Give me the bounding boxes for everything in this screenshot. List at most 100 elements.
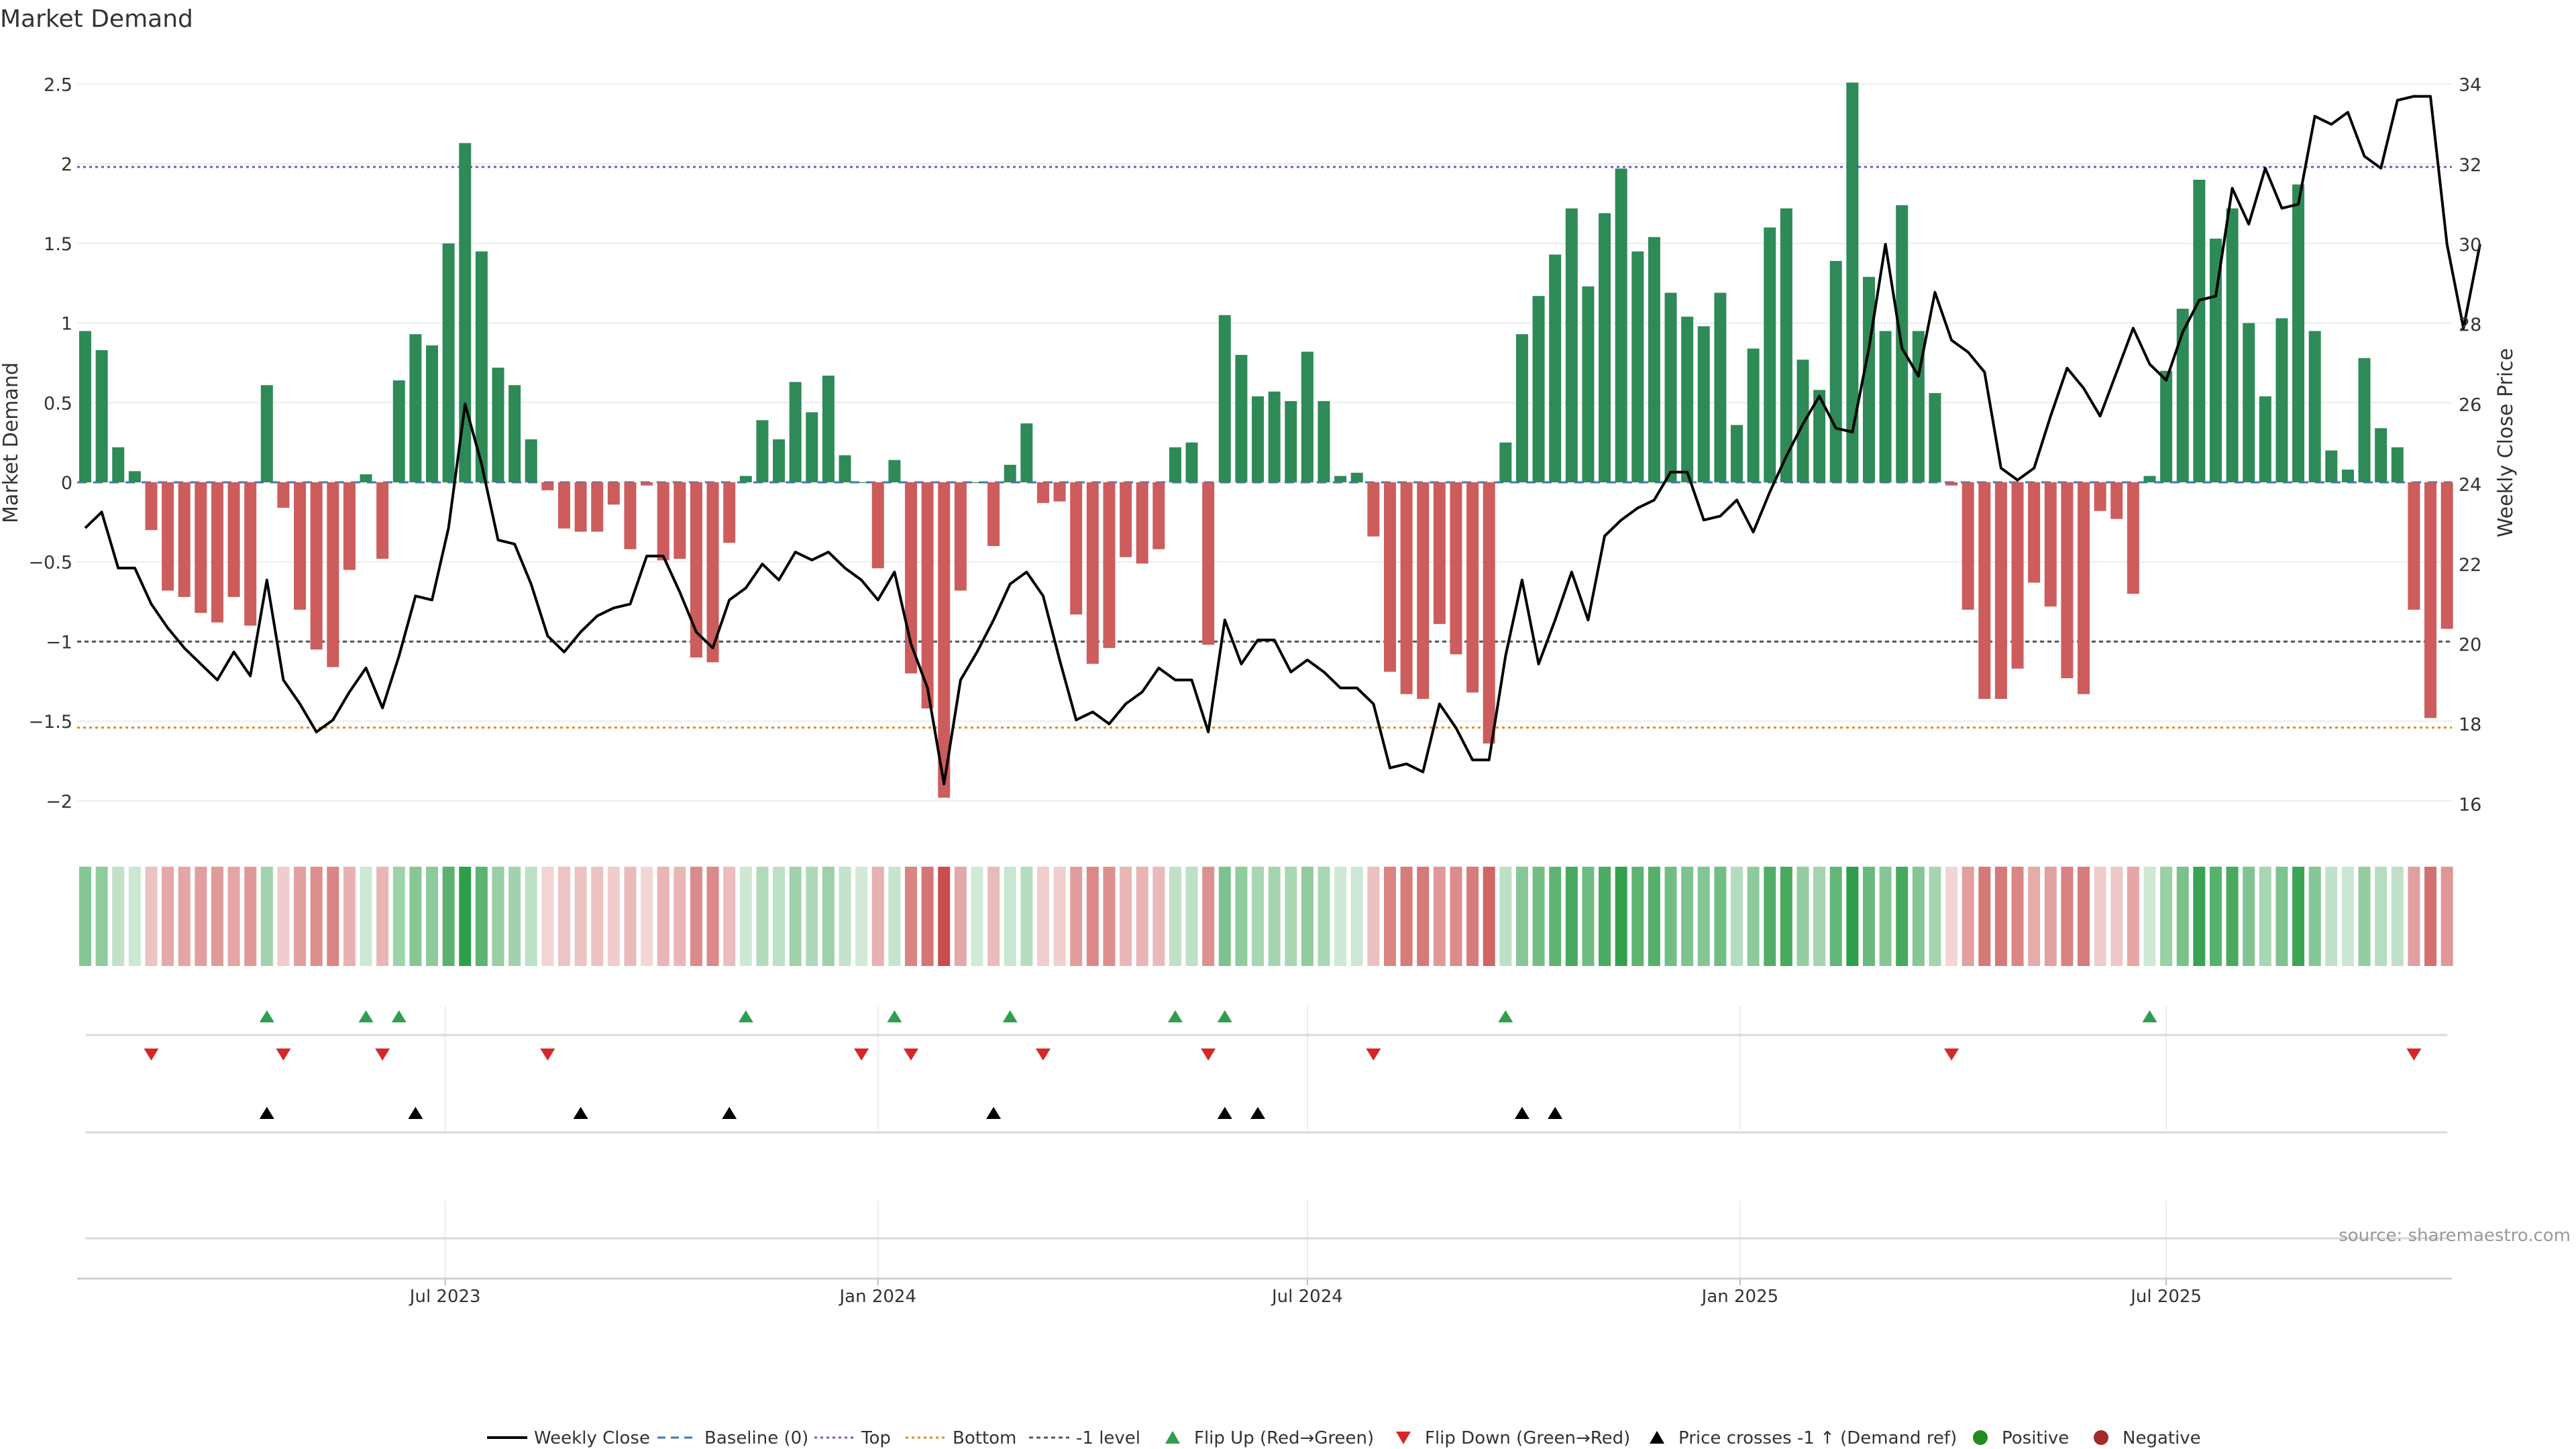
legend-label: Price crosses -1 ↑ (Demand ref) [1678, 1428, 1957, 1448]
demand-bar [2275, 318, 2288, 482]
heat-cell [839, 867, 851, 966]
heat-cell [1764, 867, 1776, 966]
demand-bar [987, 482, 1000, 546]
source-note: source: sharemaestro.com [2339, 1226, 2571, 1246]
heat-cell [690, 867, 702, 966]
legend-label: Flip Up (Red→Green) [1194, 1428, 1374, 1448]
demand-bar [706, 482, 719, 663]
price-cross-marker [1217, 1107, 1232, 1119]
demand-bar [773, 439, 786, 482]
heat-cell [557, 867, 570, 966]
demand-bar [1631, 251, 1644, 482]
heat-cell [1862, 867, 1875, 966]
heat-cell [392, 867, 405, 966]
legend-marker [1973, 1430, 1988, 1445]
legend-label: Negative [2123, 1428, 2201, 1448]
x-tick-label: Jan 2024 [839, 1287, 917, 1307]
demand-bar [79, 331, 91, 482]
demand-bar [310, 482, 323, 650]
heat-cell [1962, 867, 1974, 966]
demand-bar [2011, 482, 2024, 669]
left-tick-label: −0.5 [28, 553, 72, 574]
demand-bar [1962, 482, 1974, 610]
price-cross-panel [86, 1107, 2447, 1134]
legend-label: Flip Down (Green→Red) [1425, 1428, 1630, 1448]
demand-bar [591, 482, 604, 532]
heat-cell [360, 867, 372, 966]
heat-cell [1747, 867, 1760, 966]
price-cross-marker [722, 1107, 737, 1119]
heat-cell [1499, 867, 1512, 966]
legend-marker [1165, 1431, 1180, 1444]
heat-cell [938, 867, 951, 966]
demand-bar [1796, 360, 1809, 482]
demand-bar [525, 439, 537, 482]
heat-cell [1086, 867, 1099, 966]
flip-up-marker [2142, 1010, 2157, 1022]
demand-bar [1036, 482, 1049, 503]
heat-cell [260, 867, 273, 966]
demand-bar [244, 482, 257, 626]
heat-cell [1334, 867, 1347, 966]
heat-cell [2193, 867, 2206, 966]
flip-up-marker [391, 1010, 407, 1022]
demand-bar [657, 482, 669, 561]
heat-cell [1929, 867, 1941, 966]
demand-bar [1994, 482, 2007, 699]
demand-bar [641, 482, 653, 486]
heat-cell [2424, 867, 2437, 966]
price-cross-marker [1250, 1107, 1266, 1119]
heat-cell [1565, 867, 1578, 966]
heat-cell [343, 867, 356, 966]
heat-cell [1036, 867, 1049, 966]
heat-cell [1532, 867, 1545, 966]
heat-cell [79, 867, 91, 966]
left-tick-label: 0.5 [44, 393, 72, 414]
right-tick-label: 22 [2459, 555, 2481, 576]
heat-cell [855, 867, 868, 966]
heat-cell [1185, 867, 1198, 966]
demand-bar [2341, 469, 2354, 482]
flip-up-marker [259, 1010, 274, 1022]
heat-cell [905, 867, 917, 966]
demand-bar [1433, 482, 1446, 625]
heat-cell [1070, 867, 1083, 966]
heat-cell [822, 867, 835, 966]
demand-bar [1549, 254, 1562, 482]
flip-down-marker [1366, 1049, 1381, 1061]
x-tick-label: Jul 2025 [2129, 1287, 2202, 1307]
demand-bar [1417, 482, 1430, 699]
heat-cell [2044, 867, 2057, 966]
demand-bar [2160, 370, 2173, 482]
heat-cell [1152, 867, 1165, 966]
heat-cell [1450, 867, 1462, 966]
demand-bar [2127, 482, 2139, 594]
demand-bar [360, 474, 372, 482]
legend-label: Positive [2002, 1428, 2069, 1448]
demand-bar [1714, 292, 1727, 482]
flip-up-marker [1002, 1010, 1018, 1022]
heat-cell [1120, 867, 1132, 966]
demand-bar [2061, 482, 2074, 678]
heat-cell [2209, 867, 2222, 966]
heat-cell [1846, 867, 1859, 966]
heat-cell [492, 867, 504, 966]
demand-bar [1020, 423, 1033, 482]
demand-bar [508, 385, 521, 482]
demand-bar [1599, 213, 1611, 482]
chart-legend: Weekly Close Baseline (0) Top Bottom -1 leve… [487, 1428, 2201, 1448]
demand-bars [79, 83, 2453, 798]
demand-heat-strip [79, 867, 2453, 966]
demand-bar [409, 334, 422, 482]
flip-down-marker [2406, 1049, 2422, 1061]
heat-cell [1896, 867, 1909, 966]
heat-cell [1945, 867, 1958, 966]
demand-bar [1813, 390, 1826, 482]
heat-cell [871, 867, 884, 966]
heat-cell [145, 867, 158, 966]
price-cross-marker [408, 1107, 423, 1119]
demand-bar [492, 368, 504, 482]
demand-bar [1400, 482, 1413, 694]
right-tick-label: 30 [2459, 235, 2481, 256]
demand-bar [1103, 482, 1116, 648]
